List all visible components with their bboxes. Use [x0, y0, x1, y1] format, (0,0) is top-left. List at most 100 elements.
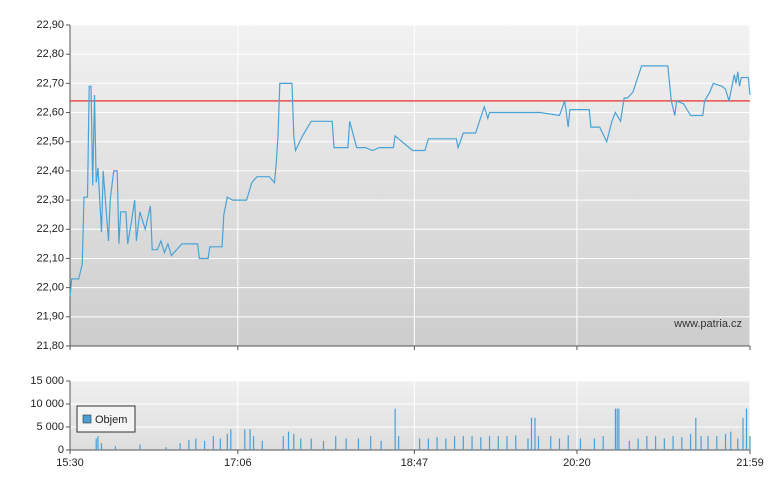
volume-bar: [506, 436, 508, 450]
y-tick-label: 22,50: [36, 136, 64, 148]
volume-bar: [716, 436, 718, 450]
volume-bar: [614, 408, 616, 450]
volume-bar: [261, 440, 263, 450]
volume-bar: [730, 431, 732, 450]
volume-bar: [637, 438, 639, 450]
volume-bar: [226, 433, 228, 450]
volume-bar: [618, 408, 620, 450]
y-tick-label: 22,00: [36, 282, 64, 294]
volume-bar: [567, 435, 569, 450]
volume-bar: [188, 439, 190, 450]
volume-bar: [310, 438, 312, 450]
volume-bar: [249, 429, 251, 450]
y-tick-label: 21,80: [36, 340, 64, 352]
y-tick-label: 22,70: [36, 77, 64, 89]
y-tick-label: 10 000: [30, 398, 64, 410]
volume-bar: [335, 436, 337, 450]
volume-bar: [204, 440, 206, 450]
volume-bar: [212, 436, 214, 450]
y-tick-label: 21,90: [36, 311, 64, 323]
volume-bar: [628, 440, 630, 450]
volume-bar: [398, 436, 400, 450]
y-tick-label: 22,30: [36, 194, 64, 206]
legend-swatch: [82, 414, 92, 424]
y-tick-label: 22,80: [36, 48, 64, 60]
y-tick-label: 15 000: [30, 375, 64, 387]
volume-bar: [707, 436, 709, 450]
volume-bar: [527, 438, 529, 450]
volume-bar: [322, 440, 325, 450]
y-tick-label: 22,90: [36, 19, 64, 31]
volume-bar: [445, 438, 447, 450]
volume-bar: [282, 436, 284, 450]
volume-bar: [345, 438, 347, 450]
volume-bar: [530, 417, 533, 450]
x-tick-label: 21:59: [736, 457, 764, 469]
volume-bar: [724, 433, 727, 450]
volume-bar: [695, 417, 697, 450]
volume-bar: [616, 408, 618, 450]
volume-bar: [95, 438, 97, 450]
volume-bar: [737, 438, 739, 450]
watermark: www.patria.cz: [673, 318, 742, 330]
volume-bar: [646, 436, 648, 450]
x-tick-label: 18:47: [401, 457, 429, 469]
volume-bar: [195, 438, 197, 450]
y-tick-label: 22,10: [36, 252, 64, 264]
volume-bar: [97, 436, 99, 450]
volume-bar: [745, 408, 748, 450]
x-tick-label: 15:30: [56, 457, 84, 469]
volume-bar: [287, 431, 290, 450]
volume-bar: [689, 433, 692, 450]
volume-bar: [394, 408, 396, 450]
price-line: [69, 65, 751, 297]
volume-bar: [179, 443, 181, 450]
volume-bar: [602, 436, 604, 450]
volume-bar: [497, 436, 499, 450]
volume-bar: [165, 447, 167, 450]
volume-bar: [593, 438, 596, 450]
volume-bar: [244, 429, 246, 450]
volume-bar: [370, 436, 372, 450]
legend-label: Objem: [95, 414, 127, 426]
volume-bar: [663, 438, 665, 450]
volume-bar: [300, 438, 302, 450]
y-tick-label: 22,40: [36, 165, 64, 177]
volume-bar: [749, 436, 751, 450]
volume-bar: [534, 417, 536, 450]
volume-bar: [672, 436, 674, 450]
plot-background: [70, 381, 750, 450]
volume-bar: [471, 436, 473, 450]
y-tick-label: 5 000: [36, 421, 64, 433]
volume-bar: [380, 440, 382, 450]
volume-bar: [419, 438, 421, 450]
volume-bar: [427, 438, 429, 450]
volume-bar: [655, 436, 657, 450]
volume-bar: [100, 443, 103, 450]
volume-bar: [681, 437, 683, 450]
volume-bar: [537, 436, 540, 450]
volume-bar: [480, 437, 482, 450]
volume-bar: [114, 446, 117, 450]
y-tick-label: 0: [58, 444, 64, 456]
volume-bar: [579, 438, 582, 450]
volume-bar: [558, 438, 561, 450]
volume-bar: [230, 429, 232, 450]
volume-bar: [139, 444, 141, 450]
volume-bar: [550, 436, 552, 450]
x-tick-label: 20:20: [563, 457, 591, 469]
volume-bar: [219, 438, 221, 450]
y-tick-label: 22,20: [36, 223, 64, 235]
volume-bar: [357, 438, 360, 450]
volume-bar: [252, 436, 255, 450]
plot-background: [70, 25, 750, 346]
volume-bar: [742, 417, 744, 450]
volume-bar: [453, 436, 456, 450]
volume-bar: [488, 436, 491, 450]
volume-bar: [293, 433, 295, 450]
volume-bar: [700, 436, 702, 450]
y-tick-label: 22,60: [36, 106, 64, 118]
volume-bar: [436, 437, 438, 450]
volume-bar: [515, 435, 517, 450]
